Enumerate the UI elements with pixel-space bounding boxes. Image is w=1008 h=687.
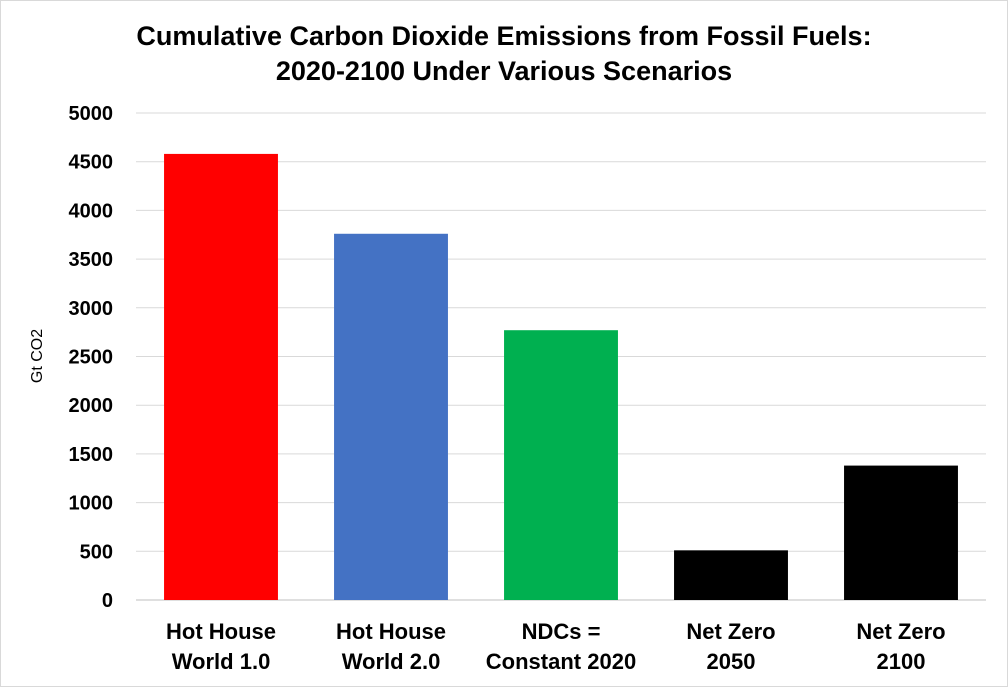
y-tick-label: 0 (102, 590, 113, 612)
bar (674, 550, 788, 600)
y-tick-label: 1500 (69, 444, 114, 466)
x-category-label: Hot House (166, 619, 276, 644)
y-tick-label: 4000 (69, 200, 114, 222)
bar (164, 153, 278, 600)
x-category-label: World 1.0 (172, 649, 271, 674)
x-category-label: Net Zero (856, 619, 945, 644)
x-category-label: Constant 2020 (486, 649, 636, 674)
bars (164, 153, 958, 600)
x-category-label: 2100 (877, 649, 926, 674)
x-category-label: Net Zero (686, 619, 775, 644)
y-tick-label: 500 (80, 541, 113, 563)
bar (844, 465, 958, 600)
x-category-label: Hot House (336, 619, 446, 644)
x-category-label: 2050 (707, 649, 756, 674)
chart-title: Cumulative Carbon Dioxide Emissions from… (136, 21, 871, 51)
x-axis-labels: Hot House World 1.0 Hot House World 2.0 NDCs… (166, 619, 946, 674)
bar (334, 233, 448, 600)
chart-subtitle: 2020-2100 Under Various Scenarios (276, 56, 732, 86)
y-axis-label: Gt CO2 (29, 329, 46, 383)
bar (504, 330, 618, 600)
y-tick-label: 2500 (69, 347, 114, 369)
y-axis-ticks: 0 500 1000 1500 2000 2500 3000 3500 4000 4500 5000 (69, 103, 114, 612)
y-tick-label: 3500 (69, 249, 114, 271)
y-tick-label: 1000 (69, 493, 114, 515)
x-category-label: World 2.0 (342, 649, 441, 674)
y-tick-label: 4500 (69, 152, 114, 174)
y-tick-label: 5000 (69, 103, 114, 125)
y-tick-label: 2000 (69, 395, 114, 417)
x-category-label: NDCs = (522, 619, 601, 644)
y-tick-label: 3000 (69, 298, 114, 320)
